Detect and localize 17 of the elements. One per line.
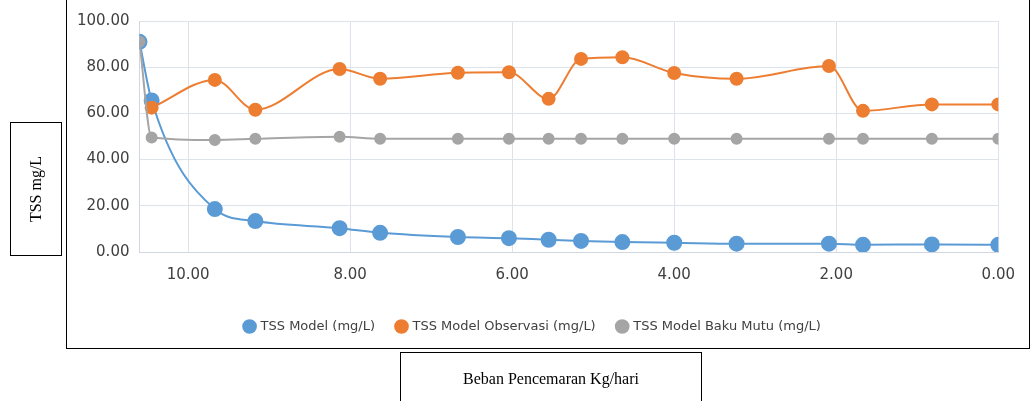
- y-axis-title: TSS mg/L: [27, 155, 45, 223]
- text: Beban Pencemaran Kg/hari: [400, 352, 702, 401]
- x-tick-label: 8.00: [333, 264, 367, 283]
- x-tick-label: 10.00: [166, 264, 210, 283]
- y-tick-label: 40.00: [86, 149, 130, 168]
- y-tick-label: 80.00: [86, 57, 130, 76]
- legend-label: TSS Model Observasi (mg/L): [411, 317, 596, 333]
- legend-label: TSS Model Baku Mutu (mg/L): [632, 317, 821, 333]
- y-tick-label: 100.00: [76, 10, 130, 29]
- x-tick-label: 2.00: [819, 264, 853, 283]
- legend-label: TSS Model (mg/L): [259, 317, 376, 333]
- y-tick-label: 20.00: [86, 195, 130, 214]
- x-tick-label: 0.00: [981, 264, 1015, 283]
- y-tick-label: 0.00: [96, 241, 130, 260]
- y-tick-label: 60.00: [86, 103, 130, 122]
- x-tick-label: 4.00: [657, 264, 691, 283]
- x-tick-label: 6.00: [495, 264, 529, 283]
